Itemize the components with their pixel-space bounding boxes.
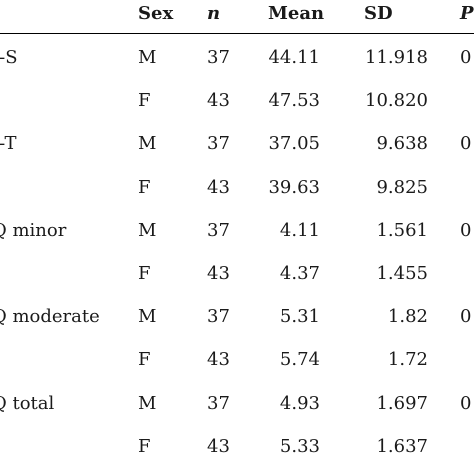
row-mean: 4.93	[279, 393, 320, 414]
row-n: 37	[207, 47, 230, 68]
row-sex: M	[138, 393, 157, 414]
row-mean: 5.74	[279, 349, 320, 370]
row-sex: M	[138, 47, 157, 68]
row-sex: M	[138, 133, 157, 154]
row-sd: 11.918	[365, 47, 428, 68]
row-mean: 5.31	[279, 306, 320, 327]
row-n: 43	[207, 177, 230, 198]
row-n: 43	[207, 90, 230, 111]
row-mean: 44.11	[268, 47, 320, 68]
row-sd: 1.561	[376, 220, 428, 241]
header-rule	[0, 33, 474, 34]
row-sd: 1.637	[376, 436, 428, 457]
row-sex: F	[138, 90, 151, 111]
header-p: P	[460, 3, 474, 24]
row-sd: 1.697	[376, 393, 428, 414]
row-sd: 1.82	[387, 306, 428, 327]
row-n: 43	[207, 436, 230, 457]
row-sd: 9.825	[376, 177, 428, 198]
row-sex: F	[138, 436, 151, 457]
row-n: 37	[207, 220, 230, 241]
header-sex: Sex	[138, 3, 174, 24]
row-label: Q total	[0, 393, 55, 414]
header-n: n	[207, 3, 221, 24]
row-p: 0	[460, 306, 472, 327]
row-sd: 10.820	[365, 90, 428, 111]
row-sd: 1.72	[387, 349, 428, 370]
row-sd: 9.638	[376, 133, 428, 154]
row-n: 43	[207, 349, 230, 370]
row-n: 43	[207, 263, 230, 284]
row-label: I-S	[0, 47, 18, 68]
row-p: 0	[460, 220, 472, 241]
row-p: 0	[460, 47, 472, 68]
row-sex: M	[138, 306, 157, 327]
row-mean: 4.37	[279, 263, 320, 284]
row-label: Q moderate	[0, 306, 100, 327]
row-sex: F	[138, 177, 151, 198]
row-sex: F	[138, 263, 151, 284]
row-label: I-T	[0, 133, 17, 154]
row-label: Q minor	[0, 220, 67, 241]
row-sex: F	[138, 349, 151, 370]
row-mean: 4.11	[279, 220, 320, 241]
row-p: 0	[460, 393, 472, 414]
row-n: 37	[207, 133, 230, 154]
row-mean: 47.53	[268, 90, 320, 111]
row-sex: M	[138, 220, 157, 241]
row-mean: 5.33	[279, 436, 320, 457]
row-sd: 1.455	[376, 263, 428, 284]
row-mean: 39.63	[268, 177, 320, 198]
row-mean: 37.05	[268, 133, 320, 154]
header-mean: Mean	[268, 3, 325, 24]
row-n: 37	[207, 393, 230, 414]
header-sd: SD	[364, 3, 393, 24]
row-p: 0	[460, 133, 472, 154]
row-n: 37	[207, 306, 230, 327]
